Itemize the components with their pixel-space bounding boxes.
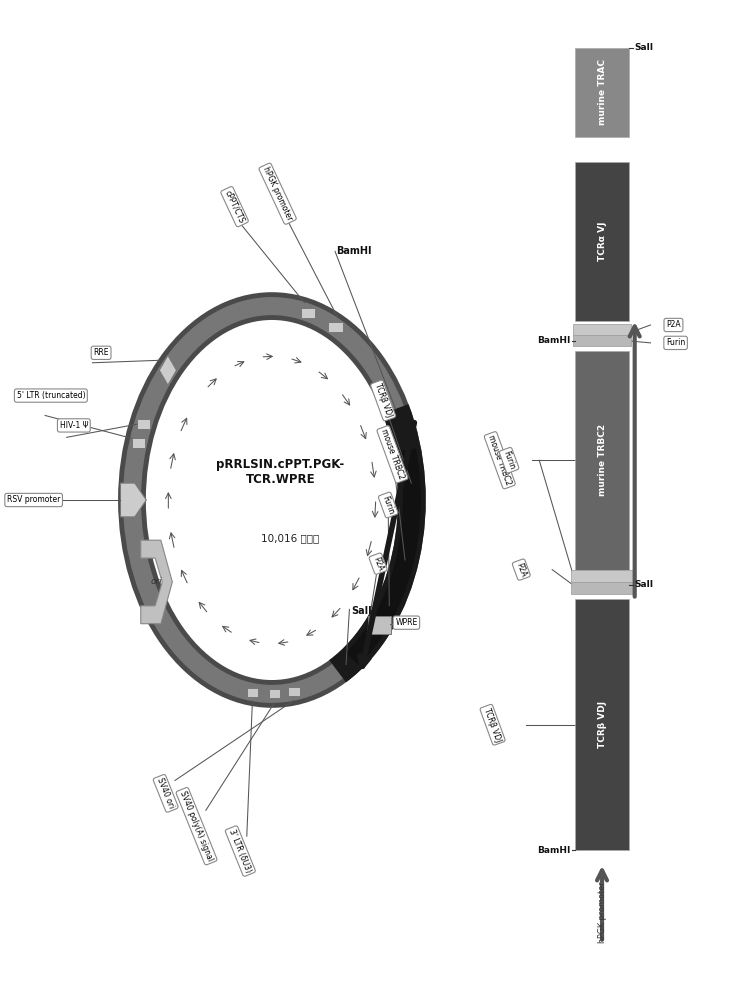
FancyBboxPatch shape: [573, 324, 631, 335]
Polygon shape: [141, 540, 172, 624]
Text: pRRLSIN.cPPT.PGK-
TCR.WPRE: pRRLSIN.cPPT.PGK- TCR.WPRE: [217, 458, 345, 486]
Text: Furin: Furin: [501, 450, 517, 471]
Polygon shape: [120, 483, 146, 517]
Text: 10,016 碱基对: 10,016 碱基对: [261, 533, 319, 543]
Text: hPGK promoter: hPGK promoter: [597, 882, 606, 943]
FancyBboxPatch shape: [571, 582, 633, 594]
Text: Furin: Furin: [381, 494, 396, 516]
Text: HIV-1 Ψ: HIV-1 Ψ: [59, 421, 88, 430]
Text: SV40 ori: SV40 ori: [156, 777, 176, 810]
Text: P2A: P2A: [515, 561, 528, 578]
Text: murine TRAC: murine TRAC: [597, 59, 606, 125]
Text: BamHI: BamHI: [537, 336, 570, 345]
Text: 3' LTR (δU3): 3' LTR (δU3): [228, 828, 253, 874]
FancyBboxPatch shape: [247, 688, 258, 697]
Polygon shape: [159, 355, 176, 385]
Text: mouse TRBC2: mouse TRBC2: [379, 428, 406, 481]
Text: Furin: Furin: [666, 338, 686, 347]
FancyBboxPatch shape: [301, 308, 316, 318]
Text: P2A: P2A: [666, 320, 680, 329]
FancyBboxPatch shape: [131, 438, 145, 448]
Text: BamHI: BamHI: [336, 246, 372, 256]
FancyBboxPatch shape: [368, 616, 390, 634]
Text: WPRE: WPRE: [395, 618, 418, 627]
Text: hPGK promoter: hPGK promoter: [261, 165, 294, 222]
Text: SV40 poly(A) signal: SV40 poly(A) signal: [178, 790, 215, 863]
FancyBboxPatch shape: [573, 335, 631, 346]
Text: TCRβ VDJ: TCRβ VDJ: [373, 382, 393, 419]
Text: TCRβ VDJ: TCRβ VDJ: [597, 701, 606, 748]
Text: ori: ori: [150, 577, 162, 586]
Text: TCRα VJ: TCRα VJ: [597, 222, 606, 261]
Text: cPPT/CTS: cPPT/CTS: [223, 189, 246, 225]
Text: RRE: RRE: [93, 348, 109, 357]
Text: P2A: P2A: [371, 555, 385, 572]
Text: mouse TRBC2: mouse TRBC2: [487, 434, 513, 487]
Text: RSV promoter: RSV promoter: [7, 495, 60, 504]
FancyBboxPatch shape: [571, 570, 633, 582]
FancyBboxPatch shape: [269, 689, 280, 698]
FancyBboxPatch shape: [288, 687, 299, 696]
FancyBboxPatch shape: [575, 599, 629, 850]
FancyBboxPatch shape: [137, 419, 150, 429]
Text: murine TRBC2: murine TRBC2: [597, 424, 606, 496]
Text: TCRβ VDJ: TCRβ VDJ: [482, 707, 503, 743]
FancyBboxPatch shape: [328, 322, 343, 332]
FancyBboxPatch shape: [575, 351, 629, 570]
Text: 5' LTR (truncated): 5' LTR (truncated): [17, 391, 85, 400]
Text: SalI: SalI: [634, 43, 653, 52]
FancyBboxPatch shape: [575, 162, 629, 321]
Text: SalI: SalI: [634, 580, 653, 589]
Text: SalI: SalI: [351, 606, 371, 616]
FancyBboxPatch shape: [575, 48, 629, 137]
Text: BamHI: BamHI: [537, 846, 570, 855]
